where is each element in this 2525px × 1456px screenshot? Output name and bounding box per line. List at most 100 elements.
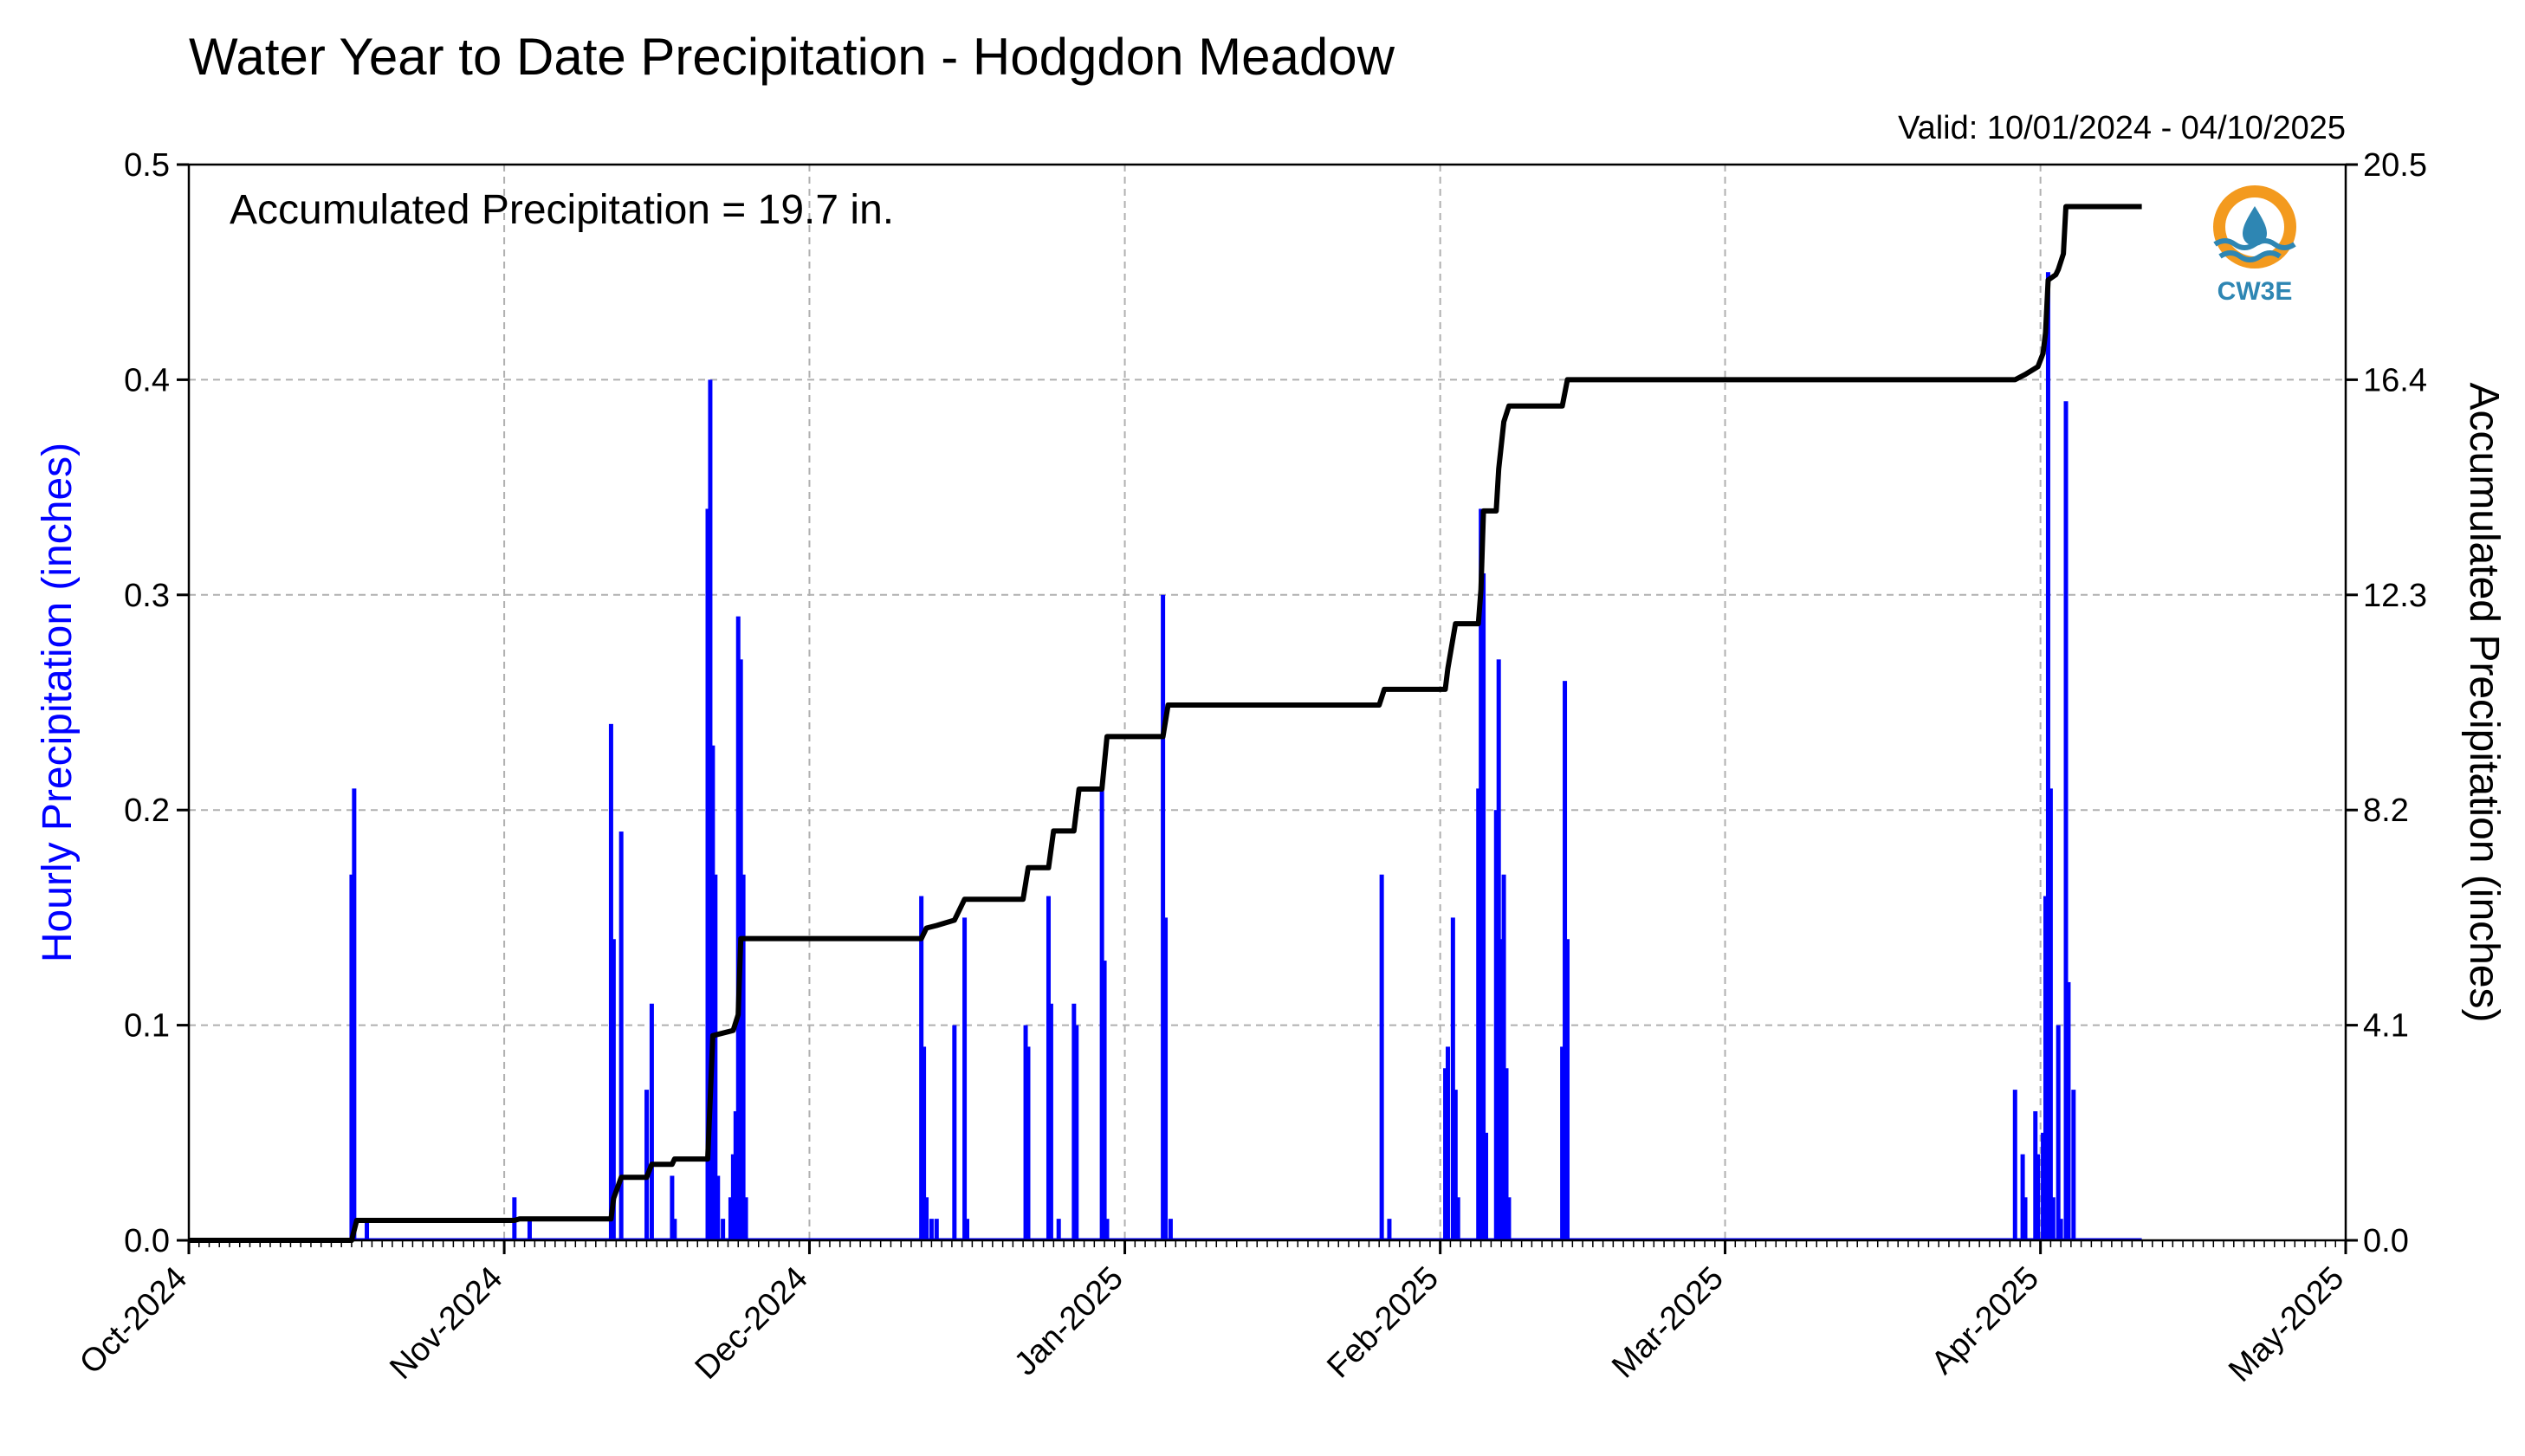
hourly-bar: [708, 379, 713, 1240]
y-left-tick-label: 0.0: [124, 1223, 170, 1259]
accumulated-line-layer: [189, 204, 2142, 1243]
y-right-tick-label: 8.2: [2363, 793, 2409, 829]
hourly-bar: [1168, 1219, 1173, 1240]
logo-text: CW3E: [2217, 277, 2293, 306]
hourly-bar: [1161, 594, 1166, 1240]
hourly-bar: [2048, 788, 2053, 1240]
y-right-tick-label: 20.5: [2363, 147, 2427, 184]
hourly-bar: [1560, 1046, 1565, 1240]
y-left-tick-label: 0.3: [124, 578, 170, 614]
hourly-bar: [741, 874, 746, 1240]
hourly-bars: [189, 272, 2142, 1241]
hourly-bar: [710, 745, 715, 1240]
y-left-tick-label: 0.4: [124, 362, 170, 398]
hourly-bar: [1099, 788, 1104, 1240]
hourly-bar: [1506, 1197, 1512, 1240]
hourly-bar: [743, 1197, 748, 1240]
hourly-bar: [649, 1003, 654, 1240]
hourly-bar: [924, 1197, 929, 1240]
hourly-bar: [1504, 1068, 1509, 1240]
chart-subtitle: Valid: 10/01/2024 - 04/10/2025: [1898, 110, 2346, 146]
chart-title: Water Year to Date Precipitation - Hodgd…: [189, 28, 1395, 86]
hourly-bar: [715, 1175, 721, 1240]
cw3e-logo: CW3E: [2213, 185, 2296, 306]
hourly-bar: [1479, 508, 1484, 1240]
y-axis-right: 0.0 4.1 8.2 12.3 16.4 20.5: [2346, 147, 2427, 1259]
hourly-bar: [2020, 1154, 2025, 1240]
accumulated-line: [189, 204, 2142, 1243]
hourly-bar: [644, 1090, 650, 1240]
x-tick-label: Oct-2024: [73, 1260, 194, 1382]
hourly-bar: [1102, 961, 1107, 1240]
hourly-bar: [965, 1219, 970, 1240]
hourly-bar: [728, 1197, 733, 1240]
y-right-tick-label: 16.4: [2363, 362, 2427, 398]
y-axis-right-label: Accumulated Precipitation (inches): [2461, 382, 2507, 1022]
hourly-bar: [1563, 681, 1568, 1240]
hourly-bar: [730, 1154, 735, 1240]
hourly-bar: [1387, 1219, 1392, 1240]
hourly-bar: [1453, 1090, 1458, 1240]
hourly-bar: [1048, 1003, 1053, 1240]
hourly-bar: [352, 788, 357, 1240]
y-right-tick-label: 12.3: [2363, 578, 2427, 614]
hourly-bar: [934, 1219, 939, 1240]
hourly-bar: [670, 1175, 675, 1240]
hourly-bar: [713, 874, 718, 1240]
hourly-bar: [611, 939, 616, 1240]
hourly-bar: [1450, 917, 1455, 1240]
logo-drop-icon: [2243, 206, 2267, 246]
hourly-bar: [1026, 1046, 1031, 1240]
hourly-bar: [922, 1046, 927, 1240]
hourly-bar: [1074, 1025, 1079, 1240]
hourly-bar: [1501, 874, 1506, 1240]
y-left-tick-label: 0.1: [124, 1008, 170, 1045]
hourly-bar: [1023, 1025, 1028, 1240]
hourly-bar: [2050, 1197, 2056, 1240]
hourly-bar: [2023, 1197, 2028, 1240]
hourly-bar: [2058, 1219, 2063, 1240]
hourly-bar: [721, 1219, 726, 1240]
hourly-bar: [1493, 810, 1499, 1240]
hourly-bar: [1496, 659, 1501, 1240]
hourly-bar: [2045, 272, 2050, 1241]
hourly-bar: [365, 1219, 370, 1240]
x-tick-label: Jan-2025: [1007, 1260, 1130, 1383]
y-right-tick-label: 0.0: [2363, 1223, 2409, 1259]
x-tick-label: Mar-2025: [1605, 1260, 1731, 1386]
hourly-bar: [527, 1219, 532, 1240]
hourly-bar: [2041, 1132, 2046, 1240]
logo-wave2-icon: [2218, 250, 2282, 262]
hourly-bar: [2066, 981, 2071, 1240]
hourly-bar: [2036, 1154, 2041, 1240]
x-tick-label: May-2025: [2222, 1260, 2351, 1389]
hourly-bar: [929, 1219, 934, 1240]
hourly-bar: [1476, 788, 1481, 1240]
hourly-bar: [2063, 401, 2069, 1240]
hourly-bar: [733, 1110, 738, 1240]
hourly-bar: [1455, 1197, 1460, 1240]
hourly-bar: [1163, 917, 1169, 1240]
x-axis: Oct-2024 Nov-2024 Dec-2024 Jan-2025 Feb-2025…: [73, 1240, 2351, 1389]
hourly-bar: [2012, 1090, 2017, 1240]
hourly-bar: [1564, 939, 1570, 1240]
y-left-tick-label: 0.2: [124, 793, 170, 829]
hourly-bar: [952, 1025, 957, 1240]
hourly-bar: [1445, 1046, 1450, 1240]
hourly-bar: [1072, 1003, 1077, 1240]
x-tick-label: Nov-2024: [383, 1260, 509, 1387]
hourly-bar: [1481, 573, 1486, 1240]
y-right-tick-label: 4.1: [2363, 1008, 2409, 1045]
hourly-bar: [1104, 1219, 1110, 1240]
hourly-bar: [1484, 1132, 1489, 1240]
hourly-bar: [1443, 1068, 1448, 1240]
hourly-bar: [2043, 896, 2049, 1240]
x-tick-label: Feb-2025: [1320, 1260, 1446, 1386]
hourly-bar: [2056, 1025, 2061, 1240]
hourly-bar: [2071, 1090, 2076, 1240]
hourly-bar: [919, 896, 924, 1240]
logo-wave-icon: [2213, 238, 2296, 250]
hourly-bar: [1379, 874, 1384, 1240]
y-axis-left-label: Hourly Precipitation (inches): [35, 443, 81, 962]
